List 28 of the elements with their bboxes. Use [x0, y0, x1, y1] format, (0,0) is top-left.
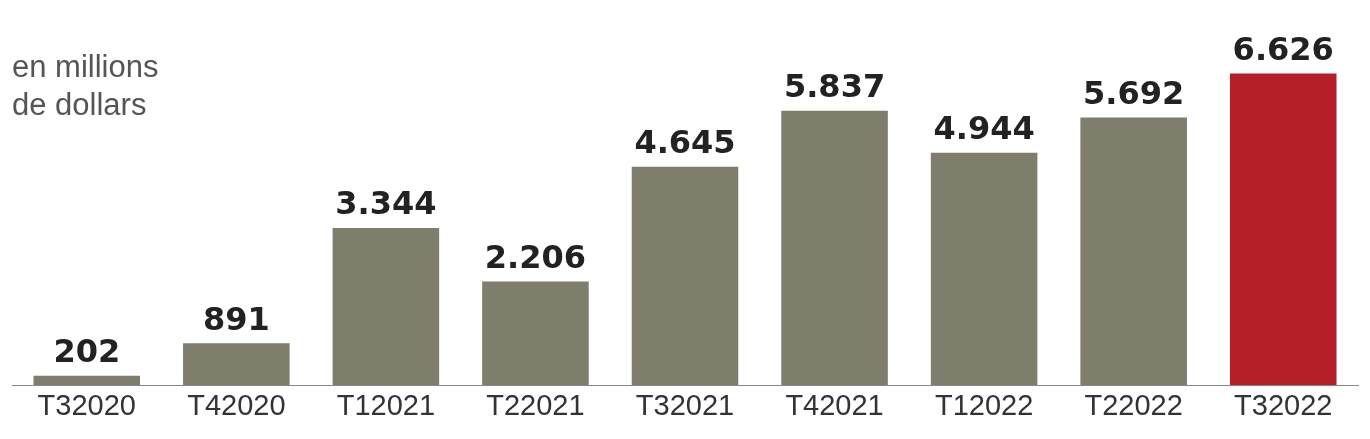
x-tick-label: T32020	[37, 388, 136, 421]
bar	[781, 110, 888, 386]
x-tick-label: T22022	[1084, 388, 1183, 421]
bar	[930, 152, 1038, 386]
bar	[1080, 117, 1187, 386]
data-label: 202	[53, 332, 121, 371]
data-label: 2.206	[484, 237, 587, 276]
x-tick-label: T12021	[336, 388, 436, 421]
data-label: 4.944	[933, 109, 1035, 147]
data-label: 5.692	[1083, 73, 1185, 112]
chart-subtitle: en millions de dollars	[12, 48, 159, 124]
data-label: 6.626	[1232, 29, 1334, 68]
bar	[183, 343, 290, 386]
bar	[482, 281, 589, 386]
bar	[332, 227, 440, 386]
x-tick-label: T22021	[486, 388, 585, 421]
bar	[1229, 73, 1337, 386]
bar	[631, 166, 739, 386]
data-label: 891	[202, 299, 270, 338]
data-label: 4.645	[634, 123, 736, 162]
x-tick-label: T32021	[635, 388, 735, 421]
bar	[33, 375, 141, 386]
data-label: 3.344	[335, 184, 437, 223]
x-tick-label: T42020	[187, 388, 286, 421]
x-tick-label: T42021	[785, 388, 884, 421]
x-tick-label: T32022	[1234, 388, 1333, 421]
data-label: 5.837	[783, 67, 886, 106]
x-tick-label: T12022	[934, 388, 1034, 421]
